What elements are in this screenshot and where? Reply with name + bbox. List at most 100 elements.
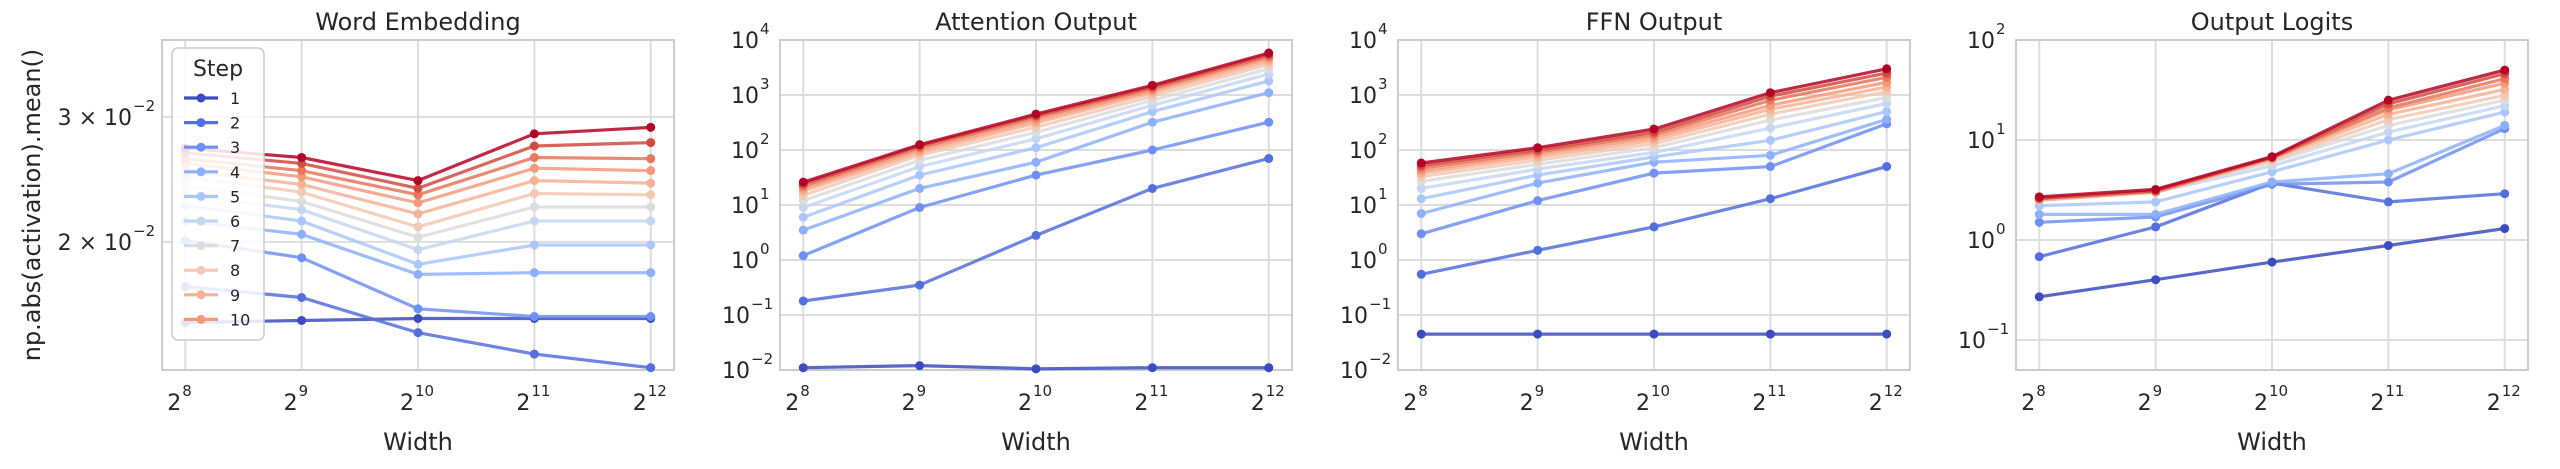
data-point bbox=[1533, 196, 1543, 206]
x-tick-exponent: 8 bbox=[182, 382, 192, 400]
data-point bbox=[2383, 240, 2393, 250]
data-point bbox=[646, 138, 656, 148]
data-point bbox=[2267, 152, 2277, 162]
data-point bbox=[2151, 222, 2161, 232]
data-point bbox=[1765, 88, 1775, 98]
y-tick-label: 10 bbox=[731, 84, 759, 109]
y-tick-exponent: −1 bbox=[1987, 320, 2009, 338]
data-point bbox=[1147, 145, 1157, 155]
data-point bbox=[646, 268, 656, 278]
x-tick-exponent: 9 bbox=[917, 382, 927, 400]
data-point bbox=[297, 253, 307, 263]
data-point bbox=[915, 361, 925, 371]
data-point bbox=[2383, 135, 2393, 145]
data-point bbox=[1031, 230, 1041, 240]
legend-marker bbox=[196, 191, 206, 201]
y-tick-label: 10 bbox=[1340, 359, 1368, 384]
x-tick-exponent: 8 bbox=[2036, 382, 2046, 400]
data-point bbox=[297, 197, 307, 207]
x-tick-exponent: 12 bbox=[1266, 382, 1285, 400]
x-tick-exponent: 12 bbox=[1884, 382, 1903, 400]
y-tick-label: 3 × 10 bbox=[58, 106, 132, 131]
data-point bbox=[2267, 257, 2277, 267]
x-tick-label: 2 bbox=[1018, 391, 1032, 416]
data-point bbox=[2383, 95, 2393, 105]
x-tick-exponent: 11 bbox=[1767, 382, 1786, 400]
legend-item-label: 3 bbox=[230, 138, 240, 157]
x-tick-exponent: 11 bbox=[1149, 382, 1168, 400]
data-point bbox=[2151, 184, 2161, 194]
y-tick-exponent: −1 bbox=[751, 295, 773, 313]
data-point bbox=[1416, 229, 1426, 239]
data-point bbox=[2500, 107, 2510, 117]
data-point bbox=[646, 122, 656, 132]
data-point bbox=[1765, 329, 1775, 339]
legend-marker bbox=[196, 290, 206, 300]
data-point bbox=[529, 129, 539, 139]
y-tick-label: 10 bbox=[731, 194, 759, 219]
y-tick-exponent: 1 bbox=[1996, 120, 2006, 138]
data-point bbox=[529, 240, 539, 250]
data-point bbox=[1031, 143, 1041, 153]
data-point bbox=[1765, 150, 1775, 160]
y-tick-label: 10 bbox=[1349, 29, 1377, 54]
data-point bbox=[297, 179, 307, 189]
data-point bbox=[529, 216, 539, 226]
legend-title: Step bbox=[193, 57, 243, 82]
plot-frame bbox=[1397, 39, 1911, 371]
data-point bbox=[2383, 127, 2393, 137]
y-tick-exponent: −2 bbox=[751, 350, 773, 368]
data-point bbox=[297, 205, 307, 215]
data-point bbox=[2500, 224, 2510, 234]
data-point bbox=[1416, 209, 1426, 219]
y-tick-exponent: −2 bbox=[1369, 350, 1391, 368]
data-point bbox=[798, 203, 808, 213]
data-point bbox=[529, 152, 539, 162]
legend: Step 1 2 3 4 5 6 7 8 9 10 bbox=[171, 47, 265, 341]
data-point bbox=[2034, 209, 2044, 219]
legend-item-label: 8 bbox=[230, 261, 240, 280]
x-tick-label: 2 bbox=[633, 391, 647, 416]
data-point bbox=[798, 225, 808, 235]
y-tick-exponent: 0 bbox=[1996, 220, 2006, 238]
data-point bbox=[1264, 154, 1274, 164]
data-point bbox=[413, 222, 423, 232]
y-tick-exponent: 3 bbox=[1378, 75, 1388, 93]
data-point bbox=[2151, 209, 2161, 219]
data-point bbox=[1031, 134, 1041, 144]
y-tick-exponent: 2 bbox=[1378, 130, 1388, 148]
legend-marker bbox=[196, 314, 206, 324]
data-point bbox=[1416, 183, 1426, 193]
x-tick-exponent: 10 bbox=[1651, 382, 1670, 400]
data-point bbox=[2500, 84, 2510, 94]
data-point bbox=[646, 240, 656, 250]
x-tick-label: 2 bbox=[516, 391, 530, 416]
data-point bbox=[529, 312, 539, 322]
data-point bbox=[798, 177, 808, 187]
x-axis-label: Width bbox=[383, 428, 453, 456]
plot-frame bbox=[161, 39, 675, 371]
data-point bbox=[646, 216, 656, 226]
x-tick-exponent: 12 bbox=[2502, 382, 2521, 400]
legend-marker bbox=[196, 118, 206, 128]
data-point bbox=[2383, 197, 2393, 207]
data-point bbox=[413, 183, 423, 193]
legend-item-label: 1 bbox=[230, 89, 240, 108]
y-tick-exponent: 4 bbox=[760, 20, 770, 38]
data-point bbox=[1533, 178, 1543, 188]
legend-item-label: 9 bbox=[230, 286, 240, 305]
data-point bbox=[1416, 158, 1426, 168]
data-point bbox=[2500, 65, 2510, 75]
legend-item-label: 2 bbox=[230, 114, 240, 133]
panel-title: Output Logits bbox=[2191, 8, 2353, 36]
data-point bbox=[297, 152, 307, 162]
y-tick-label: 10 bbox=[731, 29, 759, 54]
data-point bbox=[915, 203, 925, 213]
panel-title: Attention Output bbox=[935, 8, 1137, 36]
y-tick-label: 10 bbox=[1349, 84, 1377, 109]
x-tick-exponent: 9 bbox=[2153, 382, 2163, 400]
y-tick-label: 10 bbox=[722, 359, 750, 384]
legend-item-label: 10 bbox=[230, 310, 250, 329]
data-point bbox=[1264, 76, 1274, 86]
